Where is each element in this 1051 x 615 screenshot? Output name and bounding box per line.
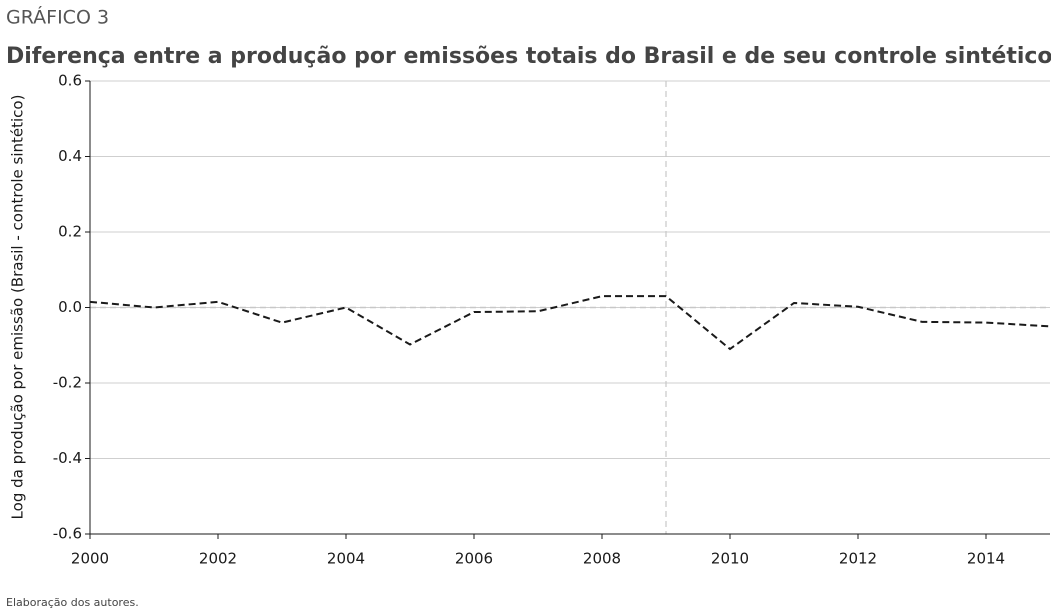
x-tick-label: 2012 — [839, 550, 877, 568]
x-tick-label: 2002 — [199, 550, 237, 568]
chart-title: Diferença entre a produção por emissões … — [6, 44, 1051, 69]
data-line — [89, 295, 1051, 351]
y-tick-label: 0.0 — [58, 298, 82, 316]
y-tick-label: 0.6 — [58, 72, 82, 90]
footnote: Elaboração dos autores. — [6, 596, 139, 609]
y-tick-label: -0.4 — [53, 449, 82, 467]
x-tick-label: 2006 — [455, 550, 493, 568]
y-tick-label: -0.6 — [53, 525, 82, 543]
chart-kicker: GRÁFICO 3 — [6, 6, 109, 29]
y-tick-label: 0.2 — [58, 223, 82, 241]
y-tick-label: 0.4 — [58, 147, 82, 165]
x-tick-label: 2008 — [583, 550, 621, 568]
y-tick-label: -0.2 — [53, 374, 82, 392]
x-tick-label: 2004 — [327, 550, 365, 568]
x-tick-label: 2000 — [71, 550, 109, 568]
y-axis-label: Log da produção por emissão (Brasil - co… — [9, 95, 27, 520]
x-tick-label: 2010 — [711, 550, 749, 568]
x-tick-label: 2014 — [967, 550, 1005, 568]
